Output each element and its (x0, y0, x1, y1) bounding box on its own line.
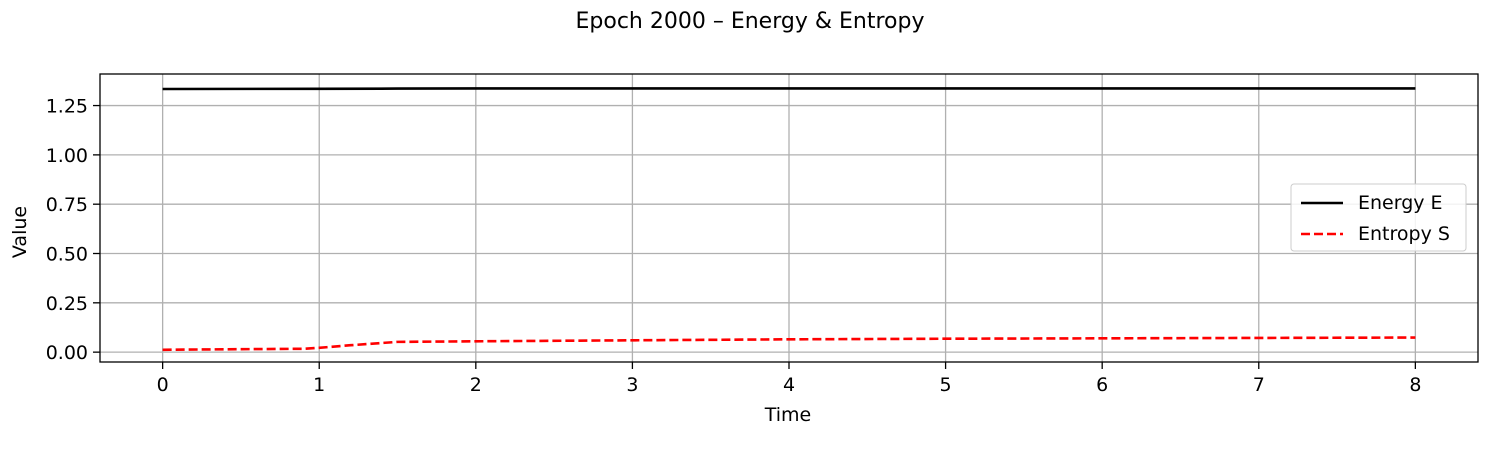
y-tick-label: 0.00 (46, 342, 88, 364)
legend-label-entropy: Entropy S (1358, 223, 1450, 245)
x-tick-label: 8 (1409, 374, 1421, 396)
series-line-entropy-s (162, 336, 1416, 352)
y-tick-label: 1.00 (46, 145, 88, 167)
tick-layer: 0 1 2 3 4 5 6 7 8 0.00 0.25 0.50 0.75 1.00 1.25 (46, 96, 1422, 396)
x-tick-label: 3 (626, 374, 638, 396)
y-tick-label: 0.25 (46, 293, 88, 315)
y-tick-label: 0.75 (46, 194, 88, 216)
x-tick-label: 7 (1253, 374, 1265, 396)
x-tick-label: 1 (313, 374, 325, 396)
x-axis-label: Time (764, 404, 812, 426)
x-tick-label: 6 (1096, 374, 1108, 396)
grid-layer (100, 74, 1478, 362)
y-tick-label: 0.50 (46, 244, 88, 266)
x-tick-label: 4 (783, 374, 795, 396)
legend: Energy E Entropy S (1290, 183, 1467, 252)
legend-label-energy: Energy E (1358, 192, 1443, 214)
x-tick-label: 0 (157, 374, 169, 396)
chart-title: Epoch 2000 – Energy & Entropy (576, 9, 925, 34)
y-tick-label: 1.25 (46, 96, 88, 118)
series-line-energy-e (162, 87, 1416, 91)
x-tick-label: 5 (940, 374, 952, 396)
series-layer (162, 87, 1416, 352)
x-tick-label: 2 (470, 374, 482, 396)
y-axis-label: Value (9, 206, 31, 258)
